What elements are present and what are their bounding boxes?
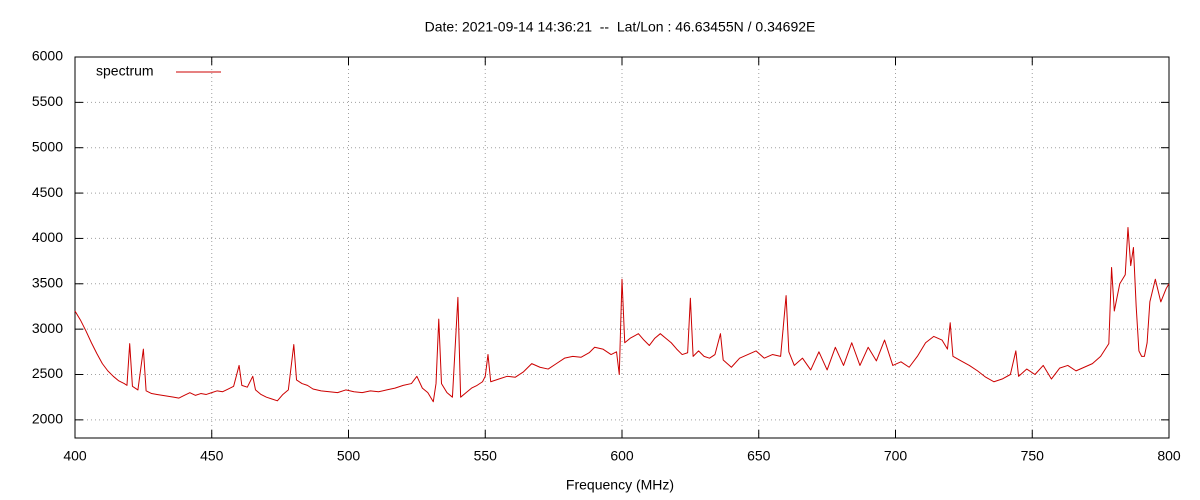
x-tick-label: 650 <box>747 448 771 464</box>
legend-label: spectrum <box>96 63 154 79</box>
x-tick-label: 800 <box>1157 448 1181 464</box>
x-tick-label: 550 <box>474 448 498 464</box>
x-tick-label: 400 <box>63 448 87 464</box>
y-tick-label: 2500 <box>32 365 63 381</box>
y-tick-label: 3500 <box>32 274 63 290</box>
x-tick-label: 750 <box>1021 448 1045 464</box>
y-tick-label: 4000 <box>32 229 63 245</box>
plot-border <box>74 56 1170 439</box>
y-tick-label: 6000 <box>32 48 63 64</box>
y-tick-label: 5500 <box>32 93 63 109</box>
chart-title: Date: 2021-09-14 14:36:21 -- Lat/Lon : 4… <box>425 19 816 35</box>
x-axis-label: Frequency (MHz) <box>566 477 674 493</box>
x-tick-label: 700 <box>884 448 908 464</box>
spectrum-line <box>74 227 1170 403</box>
y-tick-label: 3000 <box>32 320 63 336</box>
x-tick-label: 450 <box>200 448 224 464</box>
x-tick-label: 600 <box>610 448 634 464</box>
x-tick-label: 500 <box>337 448 361 464</box>
y-tick-label: 2000 <box>32 411 63 427</box>
y-tick-label: 4500 <box>32 184 63 200</box>
y-tick-label: 5000 <box>32 138 63 154</box>
